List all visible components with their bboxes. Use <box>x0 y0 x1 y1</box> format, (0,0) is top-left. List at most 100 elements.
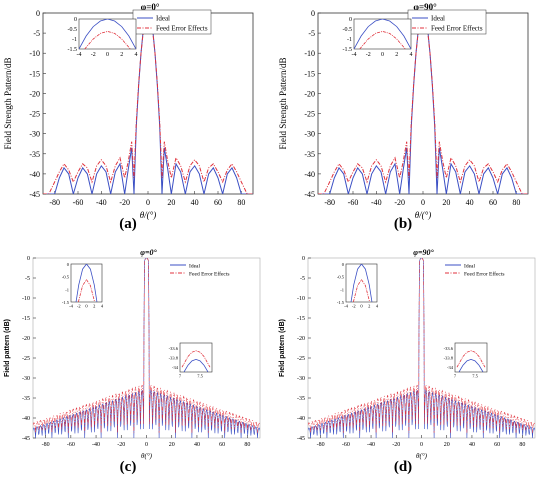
inset-y-tick-label: -33.8 <box>169 356 179 361</box>
x-tick-label: 80 <box>519 442 525 448</box>
y-tick-label: -35 <box>304 150 315 159</box>
inset-x-tick-label: 4 <box>135 52 138 58</box>
legend-label: Feed Error Effects <box>464 271 505 278</box>
chart-title: φ=0° <box>140 248 157 257</box>
x-tick-label: 40 <box>466 198 474 207</box>
y-tick-label: -40 <box>304 170 315 179</box>
inset-y-tick-label: -1.5 <box>68 47 78 53</box>
x-axis-label: θ(°) <box>141 452 153 460</box>
inset-x-tick-label: 4 <box>101 304 104 309</box>
inset-y-tick-label: -34 <box>172 365 179 370</box>
inset-x-tick-label: -2 <box>77 304 81 309</box>
inset-x-tick-label: 2 <box>93 304 95 309</box>
inset-plot: 7 7.5 -33.6 -33.8 -34 <box>444 342 488 379</box>
y-tick-label: -10 <box>29 49 40 58</box>
y-axis-label: Field Strength Pattern/dB <box>278 58 288 150</box>
y-tick-label: -5 <box>300 276 305 282</box>
inset-series-line <box>352 278 371 302</box>
inset-x-tick-label: 7.5 <box>197 374 203 379</box>
series-line-ideal <box>43 13 253 194</box>
x-tick-label: 40 <box>194 442 200 448</box>
y-tick-label: -40 <box>29 170 40 179</box>
inset-x-tick-label: 4 <box>410 52 413 58</box>
panel-label: (a) <box>119 216 137 232</box>
inset-y-tick-label: -1 <box>72 37 77 43</box>
y-tick-label: -10 <box>22 296 30 302</box>
x-tick-label: 60 <box>219 442 225 448</box>
x-tick-label: 40 <box>191 198 199 207</box>
inset-x-tick-label: 0 <box>360 304 363 309</box>
series-line-feed-error <box>33 258 260 433</box>
y-tick-label: -10 <box>297 296 305 302</box>
x-tick-label: 20 <box>167 198 175 207</box>
y-tick-label: -25 <box>29 110 40 119</box>
inset-y-tick-label: -0.5 <box>337 275 345 280</box>
x-tick-label: -80 <box>49 198 60 207</box>
x-tick-label: 80 <box>512 198 520 207</box>
inset-x-tick-label: 7 <box>454 374 457 379</box>
inset-y-tick-label: -1 <box>65 287 69 292</box>
y-axis-label: Field pattern (dB) <box>279 319 286 377</box>
y-tick-label: -40 <box>297 416 305 422</box>
x-tick-label: -40 <box>367 442 375 448</box>
y-tick-label: -5 <box>308 29 315 38</box>
x-tick-label: -40 <box>92 442 100 448</box>
chart-title: φ=90° <box>413 2 437 12</box>
inset-series-line <box>456 350 486 368</box>
x-tick-label: 0 <box>145 442 148 448</box>
inset-x-tick-label: 2 <box>395 52 398 58</box>
y-tick-label: -30 <box>22 376 30 382</box>
inset-x-tick-label: 0 <box>106 52 109 58</box>
y-tick-label: -35 <box>29 150 40 159</box>
inset-series-line <box>84 30 131 49</box>
y-tick-label: -30 <box>304 130 315 139</box>
inset-series-line <box>75 264 98 302</box>
legend-label: Ideal <box>431 15 445 23</box>
x-tick-label: 80 <box>244 442 250 448</box>
plot-area <box>32 257 261 439</box>
inset-x-tick-label: -4 <box>69 304 73 309</box>
y-tick-label: -40 <box>22 416 30 422</box>
chart-title: φ=90° <box>413 248 434 257</box>
inset-x-tick-label: 4 <box>376 304 379 309</box>
inset-series-line <box>354 19 411 49</box>
y-tick-label: -45 <box>304 190 315 199</box>
y-tick-label: 0 <box>36 9 40 18</box>
legend-label: Ideal <box>189 264 200 270</box>
inset-x-tick-label: -4 <box>344 304 348 309</box>
x-tick-label: 40 <box>469 442 475 448</box>
chart-panel-2: -80 -60 -40 -20 0 20 40 60 800-5-10-15-20-25-30-… <box>278 2 529 220</box>
y-tick-label: -35 <box>297 396 305 402</box>
plot-area <box>307 257 536 439</box>
inset-y-tick-label: 0 <box>74 17 77 23</box>
chart-panel-3: -80 -60 -40 -20 0 20 40 60 800-5-10-15-20-25-30-… <box>4 248 261 460</box>
inset-x-tick-label: 0 <box>85 304 88 309</box>
y-tick-label: -15 <box>29 69 40 78</box>
inset-series-line <box>77 278 96 302</box>
inset-y-tick-label: 0 <box>349 17 352 23</box>
y-tick-label: -20 <box>297 336 305 342</box>
x-tick-label: 60 <box>489 198 497 207</box>
inset-y-tick-label: 0 <box>342 262 345 267</box>
x-tick-label: -60 <box>342 442 350 448</box>
x-tick-label: 60 <box>214 198 222 207</box>
inset-y-tick-label: -0.5 <box>68 27 78 33</box>
x-tick-label: -80 <box>42 442 50 448</box>
y-tick-label: -15 <box>22 316 30 322</box>
inset-y-tick-label: -1.5 <box>343 47 353 53</box>
inset-x-tick-label: 7.5 <box>472 374 478 379</box>
plot-area <box>42 12 254 195</box>
x-tick-label: 80 <box>237 198 245 207</box>
inset-y-tick-label: -1 <box>340 287 344 292</box>
inset-y-tick-label: 0 <box>67 262 70 267</box>
x-axis-label: θ(°) <box>416 452 428 460</box>
inset-x-tick-label: 2 <box>120 52 123 58</box>
inset-x-tick-label: -4 <box>352 52 357 58</box>
x-tick-label: -20 <box>119 198 130 207</box>
x-tick-label: -60 <box>67 442 75 448</box>
